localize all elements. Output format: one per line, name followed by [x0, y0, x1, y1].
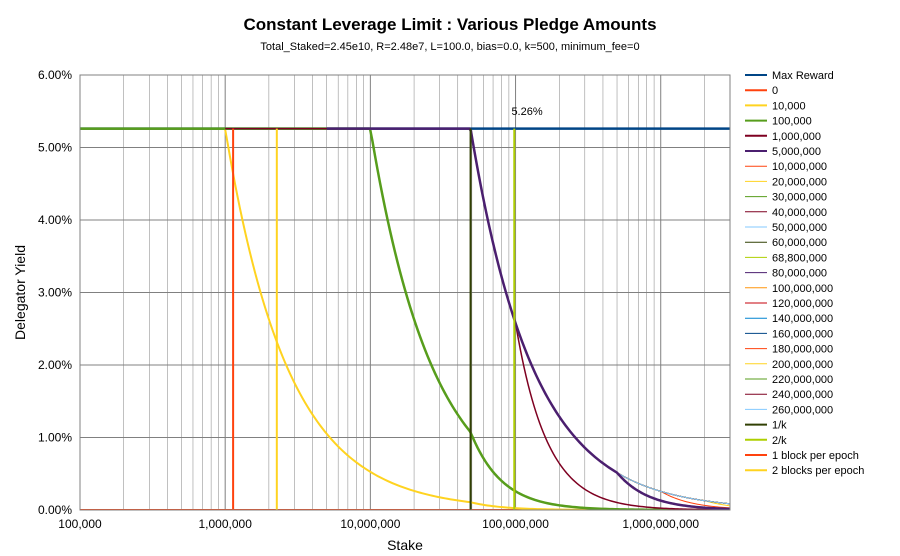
- legend-label: 0: [772, 85, 778, 97]
- legend-label: 120,000,000: [772, 298, 833, 310]
- legend-label: 50,000,000: [772, 222, 827, 234]
- chart-subtitle: Total_Staked=2.45e10, R=2.48e7, L=100.0,…: [260, 41, 639, 53]
- legend-label: 2/k: [772, 435, 787, 447]
- legend-label: 140,000,000: [772, 313, 833, 325]
- legend-label: 220,000,000: [772, 374, 833, 386]
- y-tick-label: 1.00%: [38, 431, 72, 445]
- legend-label: 68,800,000: [772, 252, 827, 264]
- legend-label: Max Reward: [772, 70, 834, 82]
- yield-chart: Constant Leverage Limit : Various Pledge…: [0, 0, 900, 556]
- legend-label: 100,000,000: [772, 283, 833, 295]
- legend-label: 1,000,000: [772, 131, 821, 143]
- legend-label: 2 blocks per epoch: [772, 465, 864, 477]
- legend-label: 10,000: [772, 100, 806, 112]
- y-tick-label: 5.00%: [38, 141, 72, 155]
- legend-label: 240,000,000: [772, 389, 833, 401]
- legend: Max Reward 0 10,000 100,000 1,000,000 5,000,0…: [745, 70, 864, 477]
- y-tick-label: 4.00%: [38, 213, 72, 227]
- legend-label: 160,000,000: [772, 328, 833, 340]
- x-tick-label: 1,000,000: [198, 517, 252, 531]
- y-tick-label: 0.00%: [38, 503, 72, 517]
- legend-label: 260,000,000: [772, 404, 833, 416]
- annotation-label: 5.26%: [511, 106, 542, 118]
- legend-label: 5,000,000: [772, 146, 821, 158]
- x-tick-label: 100,000: [58, 517, 102, 531]
- chart-title: Constant Leverage Limit : Various Pledge…: [243, 15, 656, 34]
- x-tick-label: 10,000,000: [340, 517, 400, 531]
- legend-label: 40,000,000: [772, 207, 827, 219]
- legend-label: 1/k: [772, 420, 787, 432]
- legend-label: 20,000,000: [772, 176, 827, 188]
- legend-label: 100,000: [772, 116, 812, 128]
- legend-label: 200,000,000: [772, 359, 833, 371]
- legend-label: 80,000,000: [772, 268, 827, 280]
- y-tick-label: 3.00%: [38, 286, 72, 300]
- legend-label: 30,000,000: [772, 192, 827, 204]
- x-axis-label: Stake: [387, 537, 423, 553]
- x-tick-label: 100,000,000: [482, 517, 549, 531]
- x-tick-label: 1,000,000,000: [622, 517, 699, 531]
- legend-label: 10,000,000: [772, 161, 827, 173]
- y-tick-label: 2.00%: [38, 358, 72, 372]
- legend-label: 1 block per epoch: [772, 450, 859, 462]
- y-axis-label: Delegator Yield: [12, 245, 28, 340]
- legend-label: 180,000,000: [772, 344, 833, 356]
- y-tick-label: 6.00%: [38, 68, 72, 82]
- legend-label: 60,000,000: [772, 237, 827, 249]
